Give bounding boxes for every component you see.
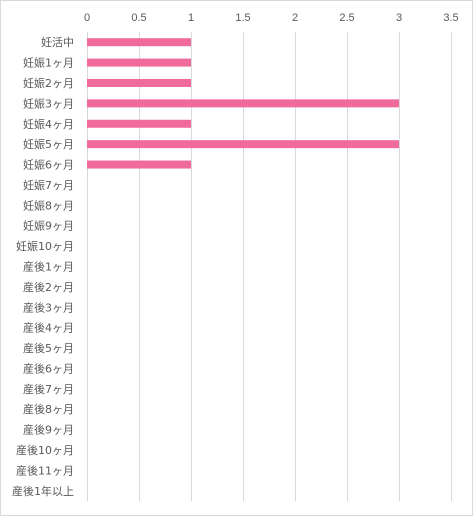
category-label: 妊娠8ヶ月 [23, 198, 74, 212]
category-label: 妊娠9ヶ月 [23, 219, 74, 233]
category-label: 産後5ヶ月 [23, 341, 74, 355]
x-tick-label: 3.5 [443, 12, 458, 24]
gridlines [87, 32, 452, 501]
category-label: 産後3ヶ月 [23, 300, 74, 314]
bar [87, 58, 191, 67]
category-label: 産後9ヶ月 [23, 423, 74, 437]
category-label: 妊活中 [41, 35, 74, 49]
category-label: 産後10ヶ月 [16, 443, 74, 457]
category-label: 妊娠5ヶ月 [23, 137, 74, 151]
x-tick-label: 0.5 [131, 12, 146, 24]
category-label: 妊娠3ヶ月 [23, 96, 74, 110]
bar [87, 140, 399, 149]
x-tick-label: 2.5 [339, 12, 354, 24]
category-label: 産後2ヶ月 [23, 280, 74, 294]
bar [87, 119, 191, 128]
category-label: 産後8ヶ月 [23, 402, 74, 416]
category-label: 産後1年以上 [12, 484, 74, 498]
category-label: 妊娠4ヶ月 [23, 117, 74, 131]
bar [87, 78, 191, 87]
category-label: 産後11ヶ月 [16, 463, 74, 477]
bars [87, 38, 399, 169]
category-label: 産後6ヶ月 [23, 361, 74, 375]
x-tick-label: 2 [292, 12, 298, 24]
x-tick-label: 1 [188, 12, 194, 24]
x-axis-ticks: 0 0.5 1 1.5 2 2.5 3 3.5 [84, 12, 459, 24]
category-label: 妊娠10ヶ月 [16, 239, 74, 253]
category-label: 産後7ヶ月 [23, 382, 74, 396]
category-label: 産後1ヶ月 [23, 260, 74, 274]
bar [87, 38, 191, 47]
x-tick-label: 3 [396, 12, 402, 24]
category-labels: 妊活中妊娠1ヶ月妊娠2ヶ月妊娠3ヶ月妊娠4ヶ月妊娠5ヶ月妊娠6ヶ月妊娠7ヶ月妊娠… [12, 35, 74, 498]
bar [87, 99, 399, 108]
category-label: 妊娠7ヶ月 [23, 178, 74, 192]
x-tick-label: 1.5 [235, 12, 250, 24]
bar [87, 160, 191, 169]
x-tick-label: 0 [84, 12, 90, 24]
category-label: 妊娠6ヶ月 [23, 158, 74, 172]
category-label: 妊娠1ヶ月 [23, 56, 74, 70]
category-label: 妊娠2ヶ月 [23, 76, 74, 90]
category-label: 産後4ヶ月 [23, 321, 74, 335]
